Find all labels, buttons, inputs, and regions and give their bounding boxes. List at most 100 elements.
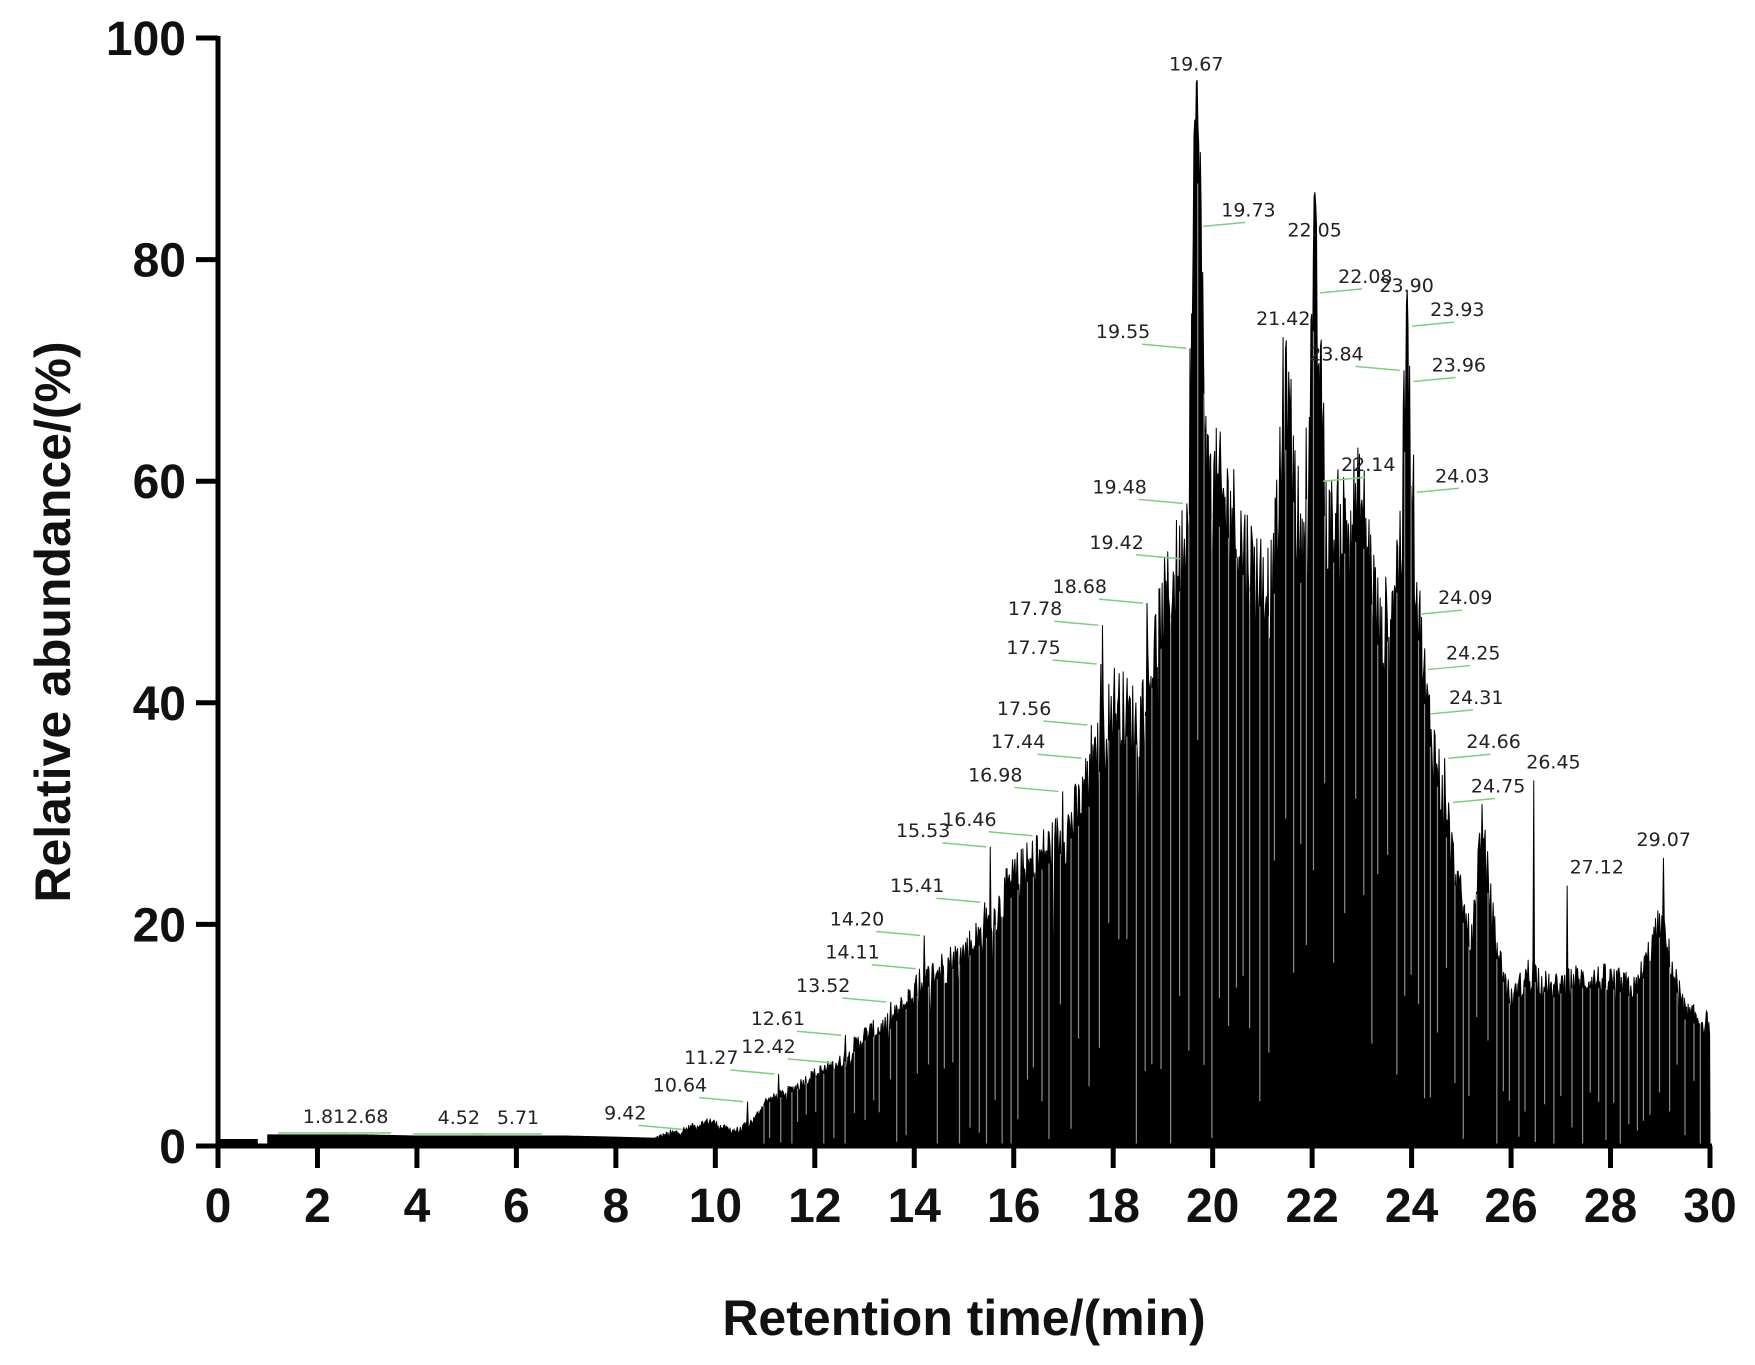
peak-label: 26.45 xyxy=(1526,751,1580,773)
chromatogram-area xyxy=(267,79,1711,1147)
peak-leader xyxy=(871,963,916,970)
peak-leader xyxy=(1054,620,1099,626)
y-axis-title: Relative abundance/(%) xyxy=(25,341,81,902)
peak-label: 24.09 xyxy=(1438,587,1492,609)
peak-leader xyxy=(1052,659,1097,665)
peak-leader xyxy=(1323,476,1366,482)
peak-label: 19.55 xyxy=(1096,321,1150,343)
x-tick-label: 20 xyxy=(1186,1180,1239,1233)
peak-leader xyxy=(1014,786,1059,793)
peak-label: 17.78 xyxy=(1008,598,1062,620)
peak-leader xyxy=(1413,376,1456,383)
peak-leader xyxy=(936,897,981,903)
peak-label: 22.14 xyxy=(1341,454,1395,476)
peak-leader xyxy=(797,1030,842,1036)
x-tick-label: 14 xyxy=(888,1180,942,1233)
peak-label: 23.84 xyxy=(1309,343,1363,365)
y-tick-label: 60 xyxy=(133,456,186,509)
peak-label: 11.27 xyxy=(684,1047,738,1069)
peak-leader xyxy=(1142,343,1187,349)
y-tick-label: 80 xyxy=(133,235,186,288)
x-tick-label: 16 xyxy=(987,1180,1040,1233)
peak-label: 21.42 xyxy=(1256,308,1310,330)
x-axis-title: Retention time/(min) xyxy=(722,1290,1205,1346)
peak-leader xyxy=(1098,598,1144,604)
peak-label: 22.08 xyxy=(1338,266,1392,288)
peak-label: 16.46 xyxy=(942,809,996,831)
y-tick-label: 100 xyxy=(106,13,186,66)
peak-leader xyxy=(876,930,921,937)
peak-leader xyxy=(1417,487,1460,494)
peak-label: 29.07 xyxy=(1637,829,1691,851)
peak-leader xyxy=(1420,609,1463,615)
peak-leader xyxy=(1135,554,1180,560)
peak-label: 17.44 xyxy=(991,731,1045,753)
peak-leader xyxy=(842,997,887,1003)
x-tick-label: 30 xyxy=(1683,1180,1736,1233)
peak-label: 23.96 xyxy=(1432,354,1486,376)
peak-label: 19.48 xyxy=(1092,476,1146,498)
peak-label: 19.73 xyxy=(1221,199,1275,221)
peak-leader xyxy=(1412,321,1455,327)
x-axis-ticks: 0 2 4 6 8 10 12 14 16 18 20 22 24 26 28 30 xyxy=(205,1146,1737,1233)
peak-label: 15.53 xyxy=(896,820,950,842)
peak-label: 12.42 xyxy=(741,1036,795,1058)
peak-label: 15.41 xyxy=(890,875,944,897)
peak-leader xyxy=(1430,709,1474,715)
peak-label: 17.75 xyxy=(1006,637,1060,659)
peak-label: 24.75 xyxy=(1471,776,1525,798)
peak-label: 24.31 xyxy=(1449,687,1503,709)
peak-leader xyxy=(1043,720,1088,726)
peak-label: 17.56 xyxy=(997,698,1051,720)
peak-label: 24.03 xyxy=(1435,465,1489,487)
peak-label: 16.98 xyxy=(968,764,1022,786)
peak-label: 10.64 xyxy=(653,1075,707,1097)
peak-label: 14.20 xyxy=(830,908,884,930)
peak-label: 1.81 xyxy=(303,1106,345,1128)
peak-label: 13.52 xyxy=(796,975,850,997)
baseline-start xyxy=(218,1139,258,1146)
x-tick-label: 28 xyxy=(1584,1180,1637,1233)
peak-label: 18.68 xyxy=(1053,576,1107,598)
x-tick-label: 24 xyxy=(1385,1180,1439,1233)
axes xyxy=(215,36,1712,1149)
peak-leader xyxy=(730,1069,775,1075)
peak-leader xyxy=(1138,498,1183,505)
x-tick-label: 0 xyxy=(205,1180,232,1233)
peak-label: 23.93 xyxy=(1430,299,1484,321)
peak-leader xyxy=(1320,288,1363,294)
peak-label: 14.11 xyxy=(825,942,879,964)
peak-label: 5.71 xyxy=(497,1107,539,1129)
x-tick-label: 10 xyxy=(689,1180,742,1233)
x-tick-label: 2 xyxy=(304,1180,331,1233)
peak-leader-lines xyxy=(278,221,1495,1135)
x-tick-label: 4 xyxy=(404,1180,431,1233)
x-tick-label: 22 xyxy=(1285,1180,1338,1233)
y-tick-label: 40 xyxy=(133,678,186,731)
peak-label: 2.68 xyxy=(346,1106,388,1128)
peak-label: 12.61 xyxy=(751,1008,805,1030)
chromatogram-trace xyxy=(218,79,1711,1147)
peak-label: 27.12 xyxy=(1570,857,1624,879)
peak-leader xyxy=(787,1058,832,1064)
x-tick-label: 12 xyxy=(788,1180,841,1233)
y-axis-ticks: 0 20 40 60 80 100 xyxy=(106,13,218,1174)
peak-leader xyxy=(1037,753,1082,759)
peak-leader xyxy=(988,831,1033,837)
peak-leader xyxy=(1427,664,1471,671)
peak-label: 22.05 xyxy=(1287,220,1341,242)
peak-label: 19.67 xyxy=(1169,53,1223,75)
peak-leader xyxy=(1203,221,1246,228)
peak-label: 19.42 xyxy=(1089,532,1143,554)
peak-label: 24.25 xyxy=(1446,643,1500,665)
y-tick-label: 0 xyxy=(159,1121,186,1174)
peak-leader xyxy=(1452,797,1495,804)
peak-label: 4.52 xyxy=(438,1107,480,1129)
x-tick-label: 6 xyxy=(503,1180,530,1233)
peak-leader xyxy=(699,1096,744,1103)
peak-label: 23.90 xyxy=(1379,275,1433,297)
peak-label: 9.42 xyxy=(604,1102,646,1124)
x-tick-label: 8 xyxy=(603,1180,630,1233)
peak-leader xyxy=(638,1124,683,1131)
